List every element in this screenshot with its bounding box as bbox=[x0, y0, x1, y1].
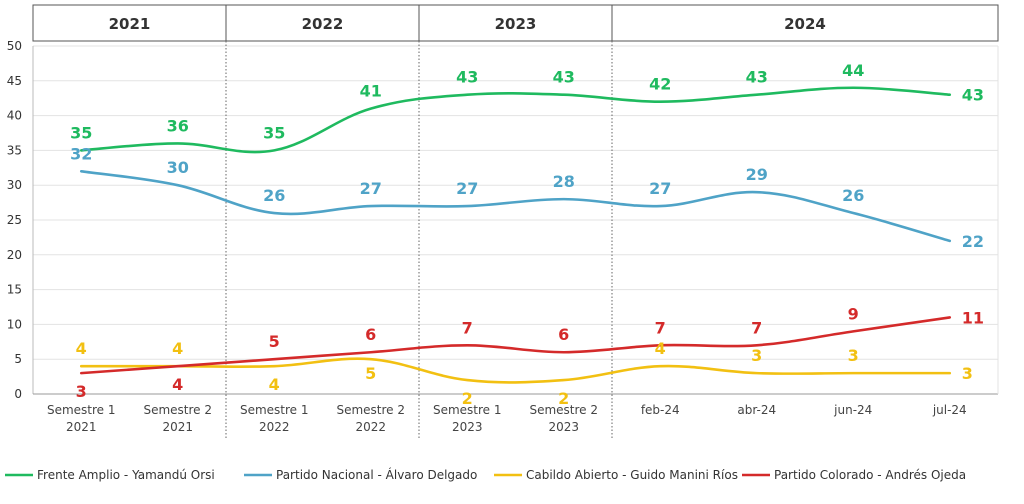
data-label: 9 bbox=[848, 304, 859, 323]
data-label: 11 bbox=[962, 308, 984, 327]
data-label: 5 bbox=[269, 332, 280, 351]
data-label: 3 bbox=[848, 346, 859, 365]
data-label: 35 bbox=[70, 123, 92, 142]
data-label: 4 bbox=[172, 339, 183, 358]
data-label: 27 bbox=[649, 179, 671, 198]
data-label: 43 bbox=[962, 86, 984, 105]
series-line-0 bbox=[79, 86, 952, 154]
data-label: 4 bbox=[172, 375, 183, 394]
data-label: 27 bbox=[360, 179, 382, 198]
x-tick-label: jun-24 bbox=[833, 403, 872, 417]
data-label: 35 bbox=[263, 123, 285, 142]
data-label: 27 bbox=[456, 179, 478, 198]
x-tick-label: 2023 bbox=[548, 420, 579, 434]
y-tick-label: 20 bbox=[7, 248, 22, 262]
data-label: 6 bbox=[558, 325, 569, 344]
y-tick-label: 25 bbox=[7, 213, 22, 227]
data-label: 7 bbox=[655, 318, 666, 337]
x-tick-label: Semestre 1 bbox=[433, 403, 502, 417]
series-lines bbox=[79, 86, 952, 384]
year-label-2022: 2022 bbox=[302, 15, 344, 33]
x-tick-label: Semestre 2 bbox=[143, 403, 212, 417]
data-label: 26 bbox=[263, 186, 285, 205]
data-label: 41 bbox=[360, 82, 382, 101]
x-tick-label: Semestre 2 bbox=[529, 403, 598, 417]
data-label: 32 bbox=[70, 144, 92, 163]
data-label: 36 bbox=[167, 116, 189, 135]
y-tick-label: 30 bbox=[7, 178, 22, 192]
legend-label-2: Cabildo Abierto - Guido Manini Ríos bbox=[526, 468, 738, 482]
data-label: 3 bbox=[962, 364, 973, 383]
series-line-2 bbox=[79, 357, 952, 384]
data-label: 2 bbox=[558, 389, 569, 408]
series-line-3 bbox=[79, 316, 952, 375]
y-tick-label: 5 bbox=[14, 352, 22, 366]
x-tick-label: 2022 bbox=[259, 420, 290, 434]
data-label: 7 bbox=[462, 318, 473, 337]
y-tick-label: 35 bbox=[7, 143, 22, 157]
data-label: 6 bbox=[365, 325, 376, 344]
data-label: 2 bbox=[462, 389, 473, 408]
x-tick-label: 2021 bbox=[162, 420, 193, 434]
y-tick-label: 15 bbox=[7, 283, 22, 297]
x-tick-label: 2021 bbox=[66, 420, 97, 434]
data-label: 29 bbox=[746, 165, 768, 184]
data-label: 43 bbox=[456, 68, 478, 87]
data-label: 28 bbox=[553, 172, 575, 191]
legend-label-3: Partido Colorado - Andrés Ojeda bbox=[774, 468, 966, 482]
series-line-1 bbox=[79, 169, 952, 243]
data-label: 26 bbox=[842, 186, 864, 205]
data-label: 44 bbox=[842, 61, 864, 80]
legend-label-0: Frente Amplio - Yamandú Orsi bbox=[37, 468, 215, 482]
y-tick-label: 40 bbox=[7, 109, 22, 123]
grid-lines bbox=[33, 41, 998, 438]
x-tick-label: abr-24 bbox=[737, 403, 776, 417]
data-label: 4 bbox=[76, 339, 87, 358]
x-tick-label: 2022 bbox=[355, 420, 386, 434]
y-tick-label: 0 bbox=[14, 387, 22, 401]
legend: Frente Amplio - Yamandú Orsi Partido Naci… bbox=[5, 467, 966, 482]
data-label: 22 bbox=[962, 232, 984, 251]
data-label: 43 bbox=[746, 68, 768, 87]
y-tick-label: 45 bbox=[7, 74, 22, 88]
y-tick-label: 50 bbox=[7, 39, 22, 53]
data-label: 7 bbox=[751, 318, 762, 337]
data-label: 42 bbox=[649, 75, 671, 94]
x-tick-label: Semestre 2 bbox=[336, 403, 405, 417]
x-tick-label: feb-24 bbox=[641, 403, 680, 417]
year-header: 2021 2022 2023 2024 bbox=[32, 4, 999, 42]
x-tick-label: Semestre 1 bbox=[47, 403, 116, 417]
data-label: 30 bbox=[167, 158, 189, 177]
x-tick-label: jul-24 bbox=[932, 403, 967, 417]
data-label: 4 bbox=[269, 375, 280, 394]
x-tick-label: Semestre 1 bbox=[240, 403, 309, 417]
legend-label-1: Partido Nacional - Álvaro Delgado bbox=[276, 467, 477, 482]
year-label-2023: 2023 bbox=[495, 15, 537, 33]
data-label: 43 bbox=[553, 68, 575, 87]
y-tick-label: 10 bbox=[7, 317, 22, 331]
data-label: 5 bbox=[365, 364, 376, 383]
year-label-2024: 2024 bbox=[784, 15, 826, 33]
year-header-box bbox=[32, 4, 999, 42]
x-tick-label: 2023 bbox=[452, 420, 483, 434]
data-label: 3 bbox=[751, 346, 762, 365]
data-label: 4 bbox=[655, 339, 666, 358]
year-label-2021: 2021 bbox=[109, 15, 151, 33]
data-label: 3 bbox=[76, 382, 87, 401]
